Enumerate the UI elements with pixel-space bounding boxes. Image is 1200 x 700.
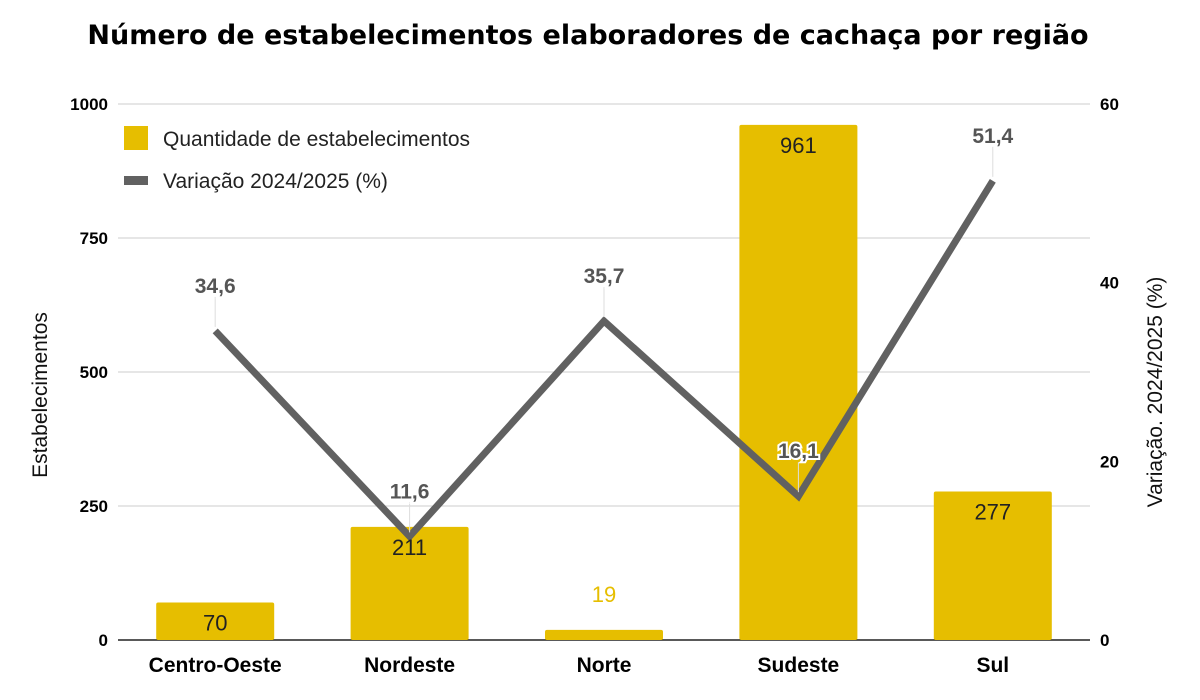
bar-data-label: 70 (203, 610, 227, 635)
line-data-label: 16,1 (778, 440, 819, 463)
y-right-tick-label: 40 (1100, 274, 1119, 293)
y-left-tick-label: 0 (99, 631, 108, 650)
line-series (212, 146, 996, 542)
legend: Quantidade de estabelecimentos Variação … (124, 126, 470, 193)
legend-label-bars: Quantidade de estabelecimentos (163, 128, 470, 151)
y-left-tick-label: 250 (80, 497, 108, 516)
bar (350, 526, 469, 640)
line-data-label: 51,4 (972, 125, 1013, 148)
y-right-axis-title: Variação. 2024/2025 (%) (1144, 277, 1167, 508)
line-data-label: 11,6 (390, 480, 430, 503)
x-tick-label: Norte (577, 654, 632, 677)
y-right-tick-label: 0 (1100, 631, 1109, 650)
y-left-tick-label: 750 (80, 229, 108, 248)
x-tick-label: Sudeste (758, 654, 840, 677)
bar-series (156, 124, 1052, 641)
y-left-axis-title: Estabelecimentos (29, 312, 52, 478)
legend-swatch-bars (124, 126, 148, 150)
y-right-tick-label: 20 (1100, 452, 1119, 471)
y-left-tick-label: 500 (80, 363, 108, 382)
legend-swatch-line (124, 176, 148, 185)
y-left-tick-label: 1000 (70, 95, 108, 114)
bar (156, 602, 275, 640)
x-tick-label: Sul (976, 654, 1009, 677)
line-data-label: 35,7 (584, 265, 625, 288)
line-path (212, 178, 996, 542)
bar (545, 629, 663, 640)
data-labels: 70 211 19 961 277 34,6 11,6 35,7 16,1 51,4 (193, 123, 1016, 636)
x-tick-label: Centro-Oeste (149, 654, 282, 677)
y-right-tick-label: 60 (1100, 95, 1119, 114)
bar-data-label: 19 (592, 582, 616, 607)
bar-data-label: 961 (780, 133, 817, 158)
bar-data-label: 277 (974, 500, 1011, 525)
bar (933, 491, 1052, 640)
bar (739, 124, 858, 641)
legend-label-line: Variação 2024/2025 (%) (163, 170, 388, 193)
axis-ticks: 0 250 500 750 1000 0 20 40 60 Centro-Oeste Nordest… (70, 95, 1119, 677)
line-data-label: 34,6 (195, 275, 236, 298)
x-tick-label: Nordeste (364, 654, 455, 677)
chart-title: Número de estabelecimentos elaboradores … (87, 20, 1088, 51)
bar-data-label: 211 (392, 535, 427, 560)
